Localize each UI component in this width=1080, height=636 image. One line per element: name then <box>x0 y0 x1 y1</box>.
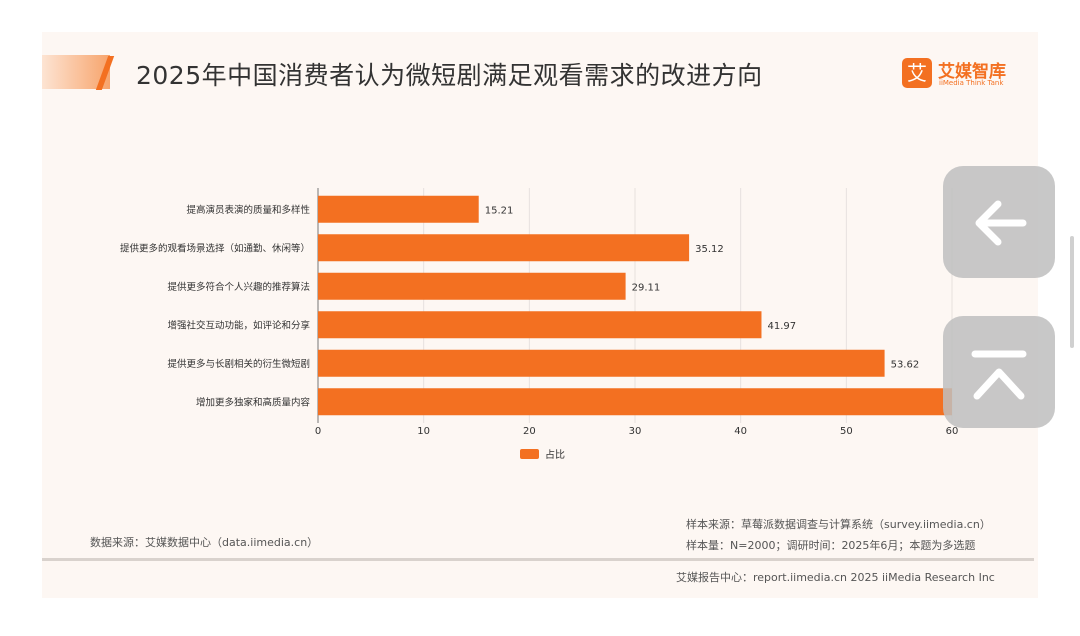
arrow-left-icon <box>975 200 1027 246</box>
legend-label: 占比 <box>545 448 565 461</box>
category-label-2: 提供更多符合个人兴趣的推荐算法 <box>167 281 310 293</box>
x-tick-label-3: 30 <box>629 426 642 437</box>
data-label-4: 53.62 <box>891 359 920 370</box>
bar-2 <box>318 272 626 300</box>
back-to-top-icon <box>971 350 1027 400</box>
bar-3 <box>318 311 762 339</box>
category-label-4: 提供更多与长剧相关的衍生微短剧 <box>167 358 310 370</box>
x-tick-label-6: 60 <box>946 426 959 437</box>
category-label-1: 提供更多的观看场景选择（如通勤、休闲等） <box>120 242 310 254</box>
category-label-3: 增强社交互动功能，如评论和分享 <box>167 319 310 331</box>
bar-4 <box>318 349 885 377</box>
back-button[interactable] <box>943 166 1055 278</box>
data-label-3: 41.97 <box>767 321 796 332</box>
legend-swatch <box>520 449 539 459</box>
bar-5 <box>318 388 952 416</box>
logo-mark: 艾 <box>902 58 932 88</box>
logo-subtitle: iiMedia Think Tank <box>939 79 1004 87</box>
x-tick-label-2: 20 <box>523 426 536 437</box>
data-source: 数据来源：艾媒数据中心（data.iimedia.cn） <box>90 536 319 549</box>
chart-title: 2025年中国消费者认为微短剧满足观看需求的改进方向 <box>136 61 763 90</box>
x-tick-label-4: 40 <box>734 426 747 437</box>
report-center: 艾媒报告中心：report.iimedia.cn 2025 iiMedia Re… <box>676 571 995 584</box>
category-label-5: 增加更多独家和高质量内容 <box>196 396 311 408</box>
iimedia-logo: 艾 艾媒智库 iiMedia Think Tank <box>902 58 1022 92</box>
scrollbar[interactable] <box>1070 236 1074 348</box>
category-label-0: 提高演员表演的质量和多样性 <box>186 204 310 216</box>
x-tick-label-1: 10 <box>417 426 430 437</box>
x-tick-label-0: 0 <box>315 426 321 437</box>
bar-1 <box>318 234 690 262</box>
sample-size: 样本量：N=2000；调研时间：2025年6月；本题为多选题 <box>686 539 976 552</box>
data-label-0: 15.21 <box>485 205 514 216</box>
data-label-1: 35.12 <box>695 244 724 255</box>
back-to-top-button[interactable] <box>943 316 1055 428</box>
footer-divider <box>42 558 1034 561</box>
logo-name: 艾媒智库 <box>938 62 1006 82</box>
x-tick-label-5: 50 <box>840 426 853 437</box>
data-label-2: 29.11 <box>632 282 661 293</box>
sample-source: 样本来源：草莓派数据调查与计算系统（survey.iimedia.cn） <box>686 518 991 531</box>
bar-0 <box>318 195 479 223</box>
